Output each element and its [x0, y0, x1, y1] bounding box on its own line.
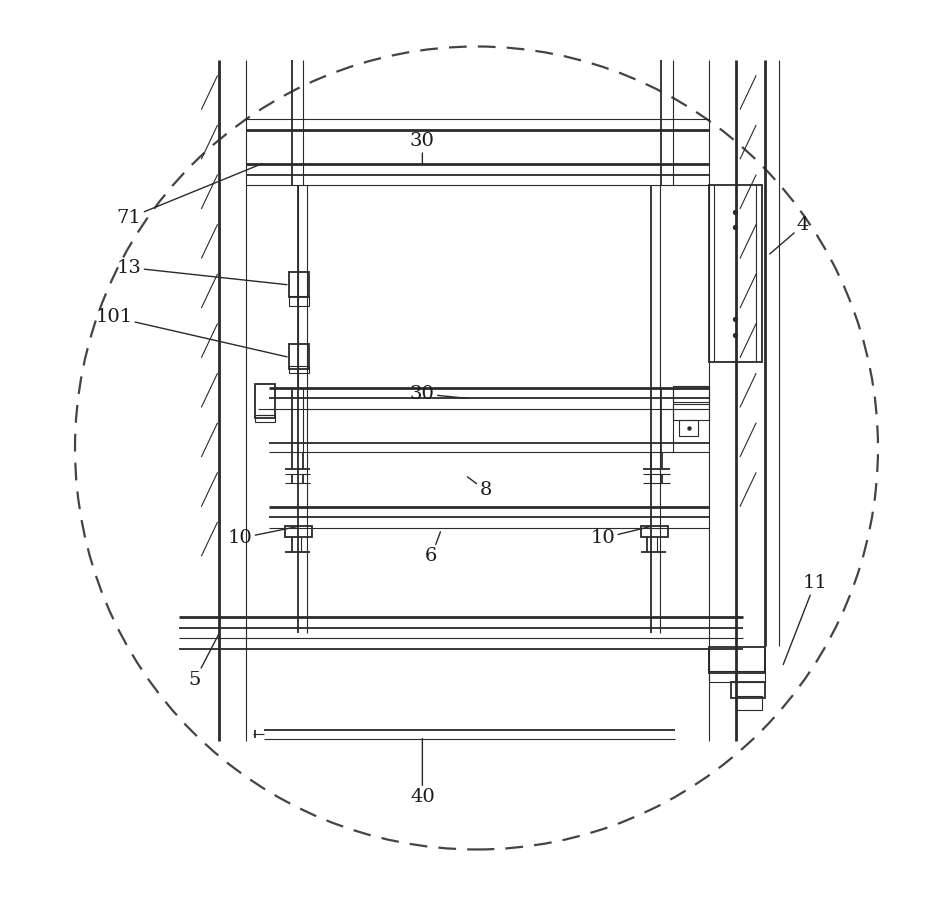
Text: 71: 71 [117, 164, 262, 227]
Bar [255, 384, 275, 418]
Bar [708, 186, 761, 362]
Bar [285, 527, 312, 538]
Bar [255, 414, 275, 422]
Text: 13: 13 [116, 259, 287, 285]
Text: 4: 4 [769, 216, 808, 254]
Text: 40: 40 [409, 738, 434, 806]
Text: 30: 30 [409, 385, 467, 403]
Text: 101: 101 [95, 309, 287, 357]
Text: 11: 11 [783, 575, 826, 664]
Bar [708, 671, 764, 681]
Bar [288, 296, 308, 306]
Text: 6: 6 [425, 532, 440, 566]
Bar [730, 681, 764, 698]
Bar [640, 527, 667, 538]
Bar [678, 420, 698, 436]
Bar [288, 366, 308, 373]
Text: 5: 5 [188, 633, 219, 689]
Text: 10: 10 [228, 527, 298, 548]
Bar [288, 272, 308, 298]
Bar [672, 386, 708, 402]
Text: 8: 8 [467, 477, 491, 500]
Text: 10: 10 [590, 527, 650, 548]
Bar [736, 696, 761, 710]
Bar [708, 647, 764, 672]
Bar [672, 404, 708, 420]
Bar [288, 344, 308, 369]
Text: 30: 30 [409, 132, 434, 164]
